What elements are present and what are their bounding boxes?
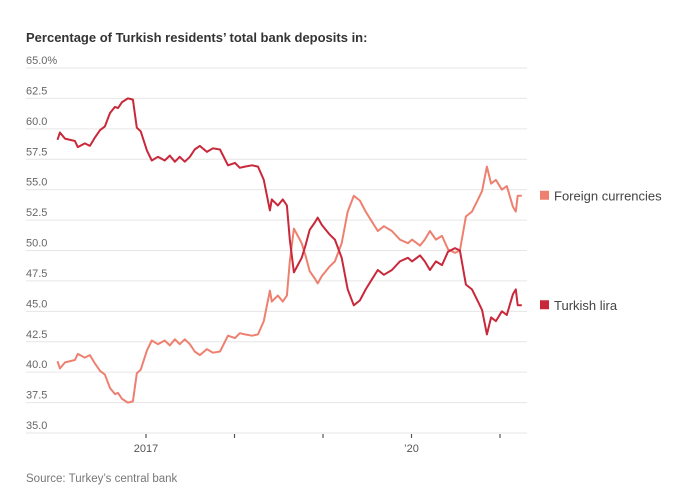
x-axis: 2017 ’20 — [134, 434, 501, 455]
y-tick-label: 37.5 — [26, 390, 47, 402]
y-tick-label: 35.0 — [26, 420, 47, 432]
y-tick-label: 52.5 — [26, 207, 47, 219]
x-tick-label: 2017 — [134, 443, 158, 455]
chart-title: Percentage of Turkish residents’ total b… — [26, 30, 367, 45]
source-note: Source: Turkey’s central bank — [26, 473, 178, 485]
y-tick-label: 60.0 — [26, 116, 47, 128]
legend: Foreign currencies Turkish lira — [540, 188, 662, 313]
y-tick-label: 50.0 — [26, 238, 47, 250]
y-tick-label: 65.0% — [26, 55, 57, 67]
y-tick-label: 47.5 — [26, 268, 47, 280]
x-tick-label: ’20 — [404, 443, 419, 455]
legend-swatch — [540, 190, 549, 200]
y-tick-label: 45.0 — [26, 298, 47, 310]
y-axis: 65.0% 62.5 60.0 57.5 55.0 52.5 50.0 47.5 45.0 42.… — [26, 55, 57, 432]
y-tick-label: 57.5 — [26, 146, 47, 158]
y-tick-label: 62.5 — [26, 85, 47, 97]
gridlines — [26, 67, 527, 434]
series-line-foreign-currencies — [56, 165, 522, 404]
y-tick-label: 55.0 — [26, 177, 47, 189]
legend-label: Turkish lira — [554, 298, 618, 313]
y-tick-label: 40.0 — [26, 359, 47, 371]
legend-label: Foreign currencies — [554, 188, 662, 203]
legend-swatch — [540, 300, 549, 310]
y-tick-label: 42.5 — [26, 329, 47, 341]
series-line-turkish-lira — [56, 97, 522, 336]
series-lines — [56, 97, 522, 404]
